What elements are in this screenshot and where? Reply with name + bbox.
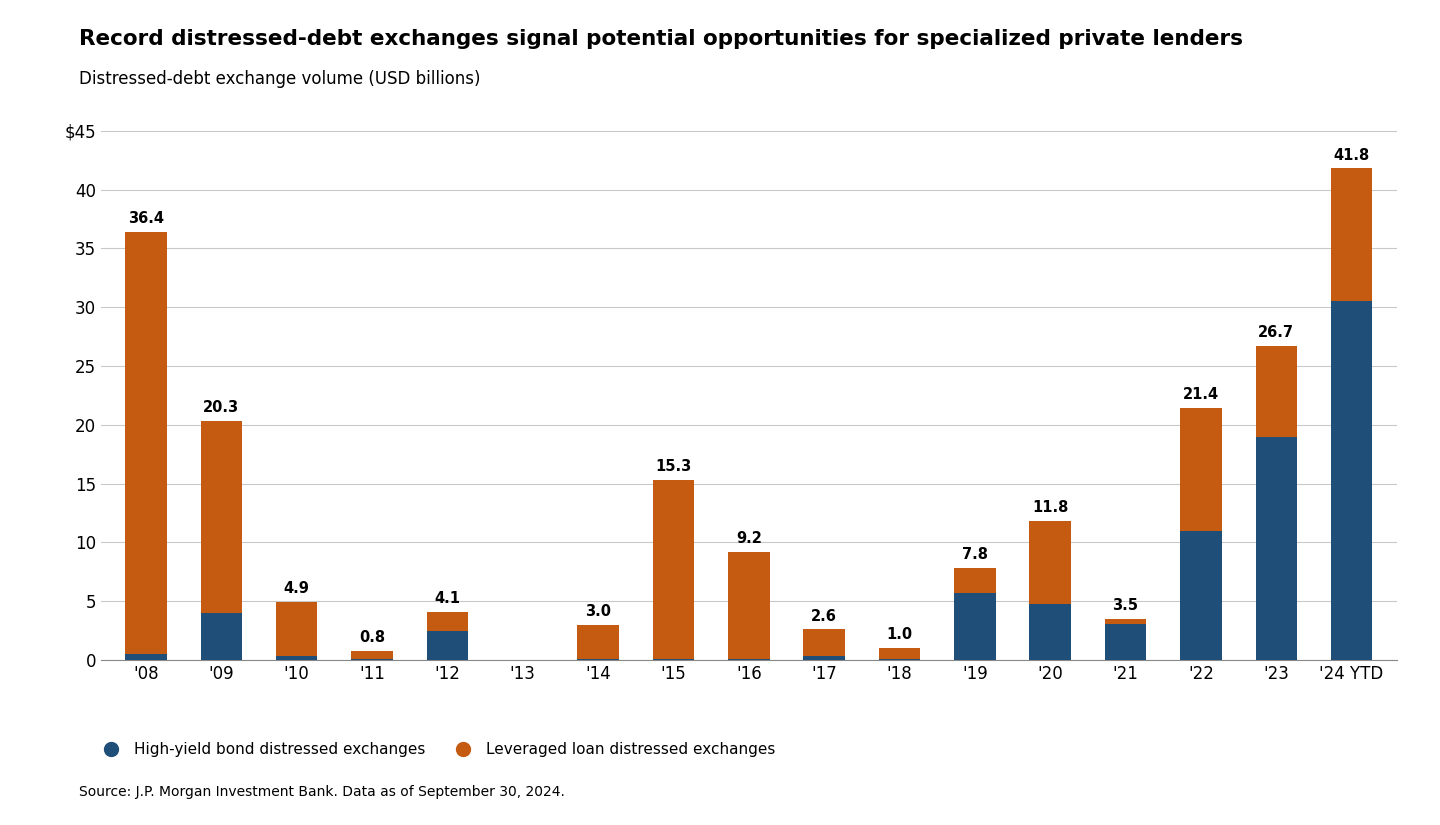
Bar [1030, 604, 1071, 660]
Bar [577, 625, 619, 659]
Legend: High-yield bond distressed exchanges, Leveraged loan distressed exchanges: High-yield bond distressed exchanges, Le… [95, 742, 776, 757]
Bar [652, 659, 694, 660]
Text: Source: J.P. Morgan Investment Bank. Data as of September 30, 2024.: Source: J.P. Morgan Investment Bank. Dat… [79, 785, 564, 799]
Bar [1331, 301, 1372, 660]
Bar [804, 657, 845, 660]
Text: 20.3: 20.3 [203, 400, 239, 415]
Bar [351, 651, 393, 659]
Text: Record distressed-debt exchanges signal potential opportunities for specialized : Record distressed-debt exchanges signal … [79, 29, 1243, 49]
Bar [1181, 530, 1221, 660]
Bar [200, 613, 242, 660]
Text: 3.0: 3.0 [585, 604, 611, 619]
Bar [577, 659, 619, 660]
Text: 26.7: 26.7 [1259, 325, 1295, 340]
Bar [955, 593, 995, 660]
Bar [1181, 408, 1221, 530]
Text: 41.8: 41.8 [1333, 148, 1369, 163]
Bar [729, 659, 769, 660]
Text: 9.2: 9.2 [736, 531, 762, 546]
Text: 4.1: 4.1 [435, 591, 461, 606]
Bar [426, 612, 468, 630]
Text: Distressed-debt exchange volume (USD billions): Distressed-debt exchange volume (USD bil… [79, 70, 481, 88]
Bar [955, 568, 995, 593]
Text: 0.8: 0.8 [359, 629, 384, 644]
Text: 4.9: 4.9 [284, 582, 310, 596]
Text: 11.8: 11.8 [1032, 500, 1068, 516]
Bar [276, 602, 317, 657]
Text: 7.8: 7.8 [962, 547, 988, 563]
Bar [125, 654, 167, 660]
Bar [729, 552, 769, 659]
Bar [125, 232, 167, 654]
Bar [804, 629, 845, 657]
Bar [1256, 436, 1297, 660]
Bar [1030, 521, 1071, 604]
Text: 2.6: 2.6 [811, 609, 837, 624]
Text: 1.0: 1.0 [887, 627, 913, 643]
Text: 15.3: 15.3 [655, 460, 691, 474]
Text: 3.5: 3.5 [1113, 598, 1139, 613]
Bar [1104, 624, 1146, 660]
Bar [200, 422, 242, 613]
Bar [426, 630, 468, 660]
Bar [276, 657, 317, 660]
Bar [1256, 346, 1297, 436]
Bar [1331, 168, 1372, 301]
Bar [351, 659, 393, 660]
Bar [1104, 619, 1146, 624]
Bar [652, 480, 694, 659]
Bar [878, 648, 920, 659]
Text: 21.4: 21.4 [1182, 388, 1218, 403]
Text: 36.4: 36.4 [128, 211, 164, 226]
Bar [878, 659, 920, 660]
